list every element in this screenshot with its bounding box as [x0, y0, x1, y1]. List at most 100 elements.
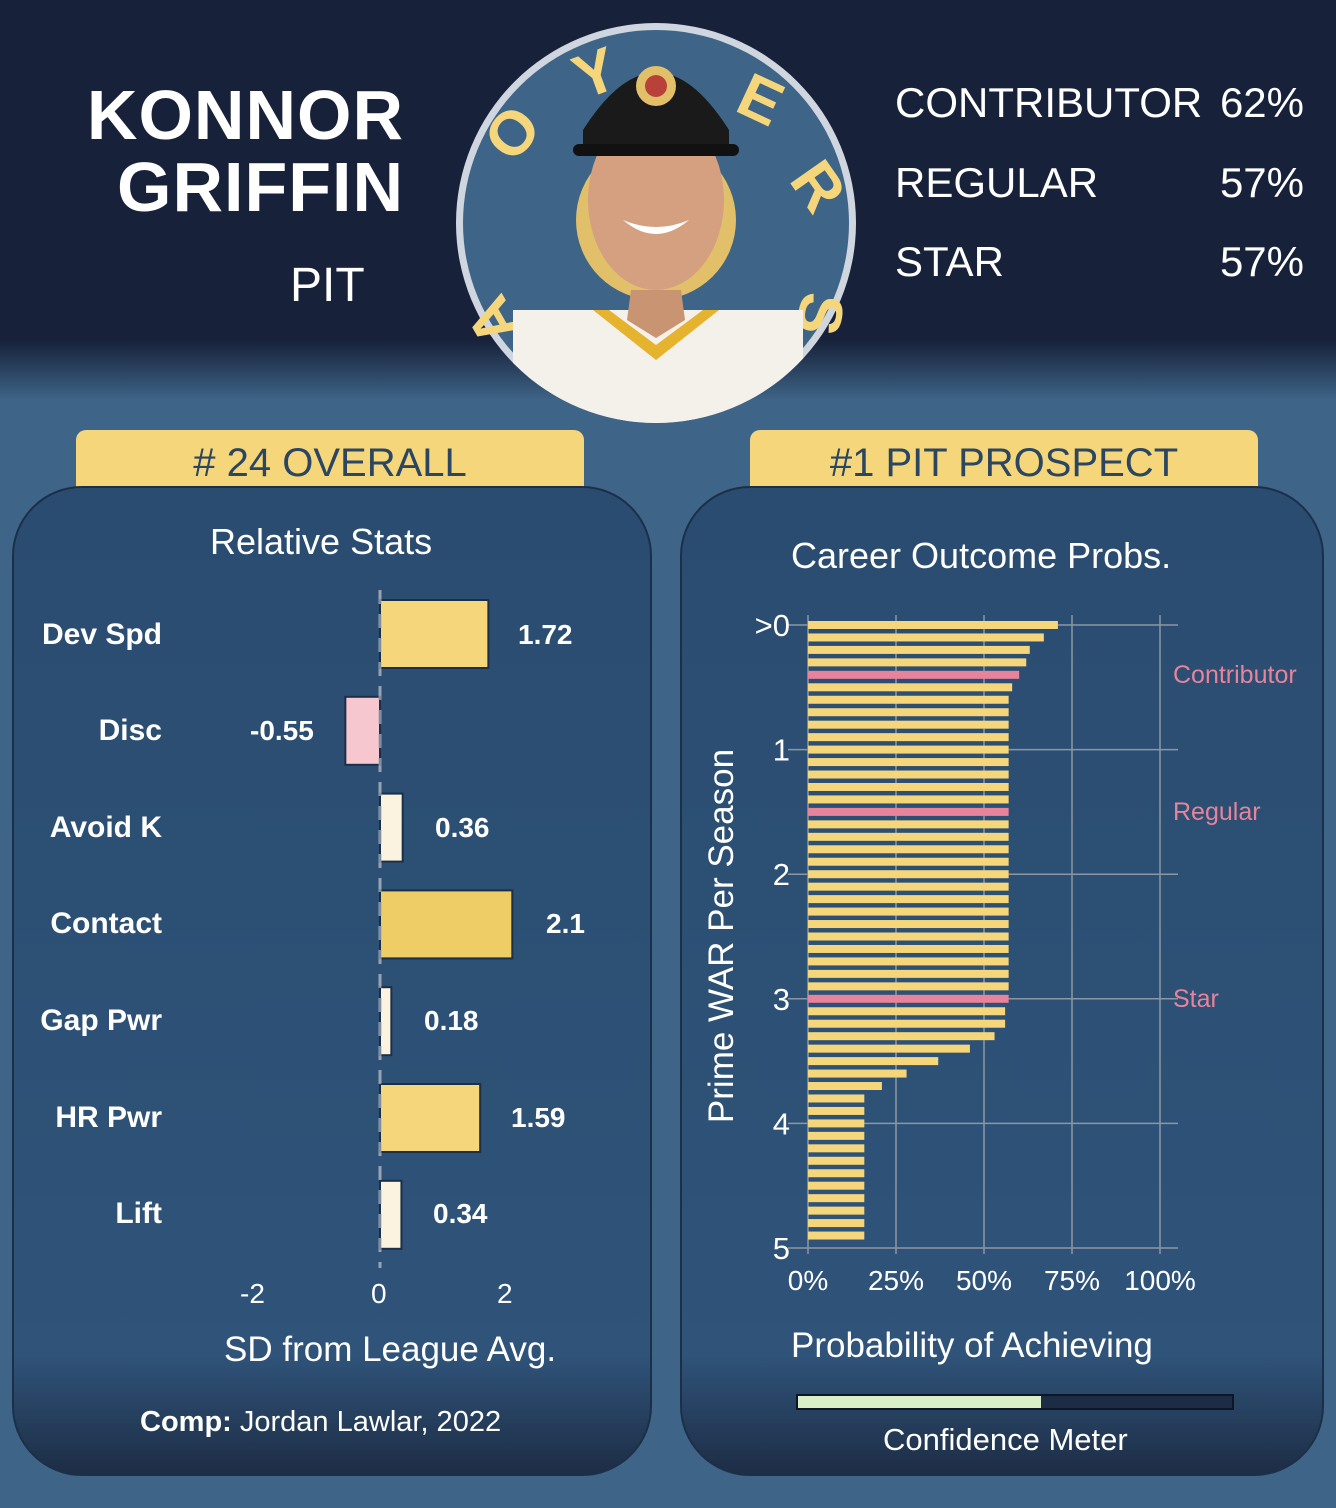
war-bar: [808, 1119, 865, 1128]
career-xtick: 0%: [788, 1265, 828, 1296]
war-bar: [808, 845, 1009, 854]
war-bar: [808, 820, 1009, 829]
war-bar: [808, 733, 1009, 742]
war-bar: [808, 1044, 970, 1053]
war-bar: [808, 932, 1009, 941]
career-xtick: 100%: [1124, 1265, 1196, 1296]
war-bar: [808, 1057, 939, 1066]
career-xtick: 75%: [1044, 1265, 1100, 1296]
war-bar: [808, 1007, 1006, 1016]
regular-value: 57%: [1219, 159, 1304, 206]
career-ytick: 1: [773, 733, 790, 768]
stat-label-disc: Disc: [98, 714, 162, 747]
war-bar: [808, 670, 1020, 679]
stats-xtick: 2: [497, 1278, 513, 1309]
career-ytick: 3: [773, 982, 790, 1017]
war-bar: [808, 1231, 865, 1240]
stats-xtick: 0: [371, 1278, 387, 1309]
stat-label-contact: Contact: [50, 907, 162, 940]
war-bar: [808, 969, 1009, 978]
stat-bar: [379, 792, 404, 863]
milestone-label: Star: [1173, 985, 1219, 1013]
war-bar: [808, 683, 1013, 692]
stat-bar: [344, 695, 382, 766]
war-bar: [808, 957, 1009, 966]
stat-value-dev-spd: 1.72: [518, 619, 573, 650]
relative-stats-xlabel: SD from League Avg.: [224, 1330, 557, 1369]
comp-line: Comp: Jordan Lawlar, 2022: [140, 1408, 501, 1437]
star-label: STAR: [895, 238, 1004, 285]
stat-label-hr-pwr: HR Pwr: [55, 1101, 162, 1134]
milestone-label: Regular: [1173, 798, 1261, 826]
war-bar: [808, 645, 1030, 654]
stat-value-gap-pwr: 0.18: [424, 1005, 479, 1036]
war-bar: [808, 770, 1009, 779]
war-bar: [808, 795, 1009, 804]
milestone-label: Contributor: [1173, 661, 1297, 689]
relative-stats-panel: [12, 486, 652, 1476]
career-ytick: 4: [773, 1106, 790, 1141]
war-bar: [808, 870, 1009, 879]
comp-label: Comp:: [140, 1406, 232, 1438]
overall-rank-tab: # 24 OVERALL: [76, 430, 584, 496]
war-bar: [808, 895, 1009, 904]
player-first-name: KONNOR: [86, 76, 404, 154]
war-bar: [808, 1181, 865, 1190]
career-outcomes-xlabel: Probability of Achieving: [791, 1326, 1153, 1365]
career-ytick: 2: [773, 857, 790, 892]
war-bar: [808, 1206, 865, 1215]
war-bar: [808, 782, 1009, 791]
confidence-meter-fill: [798, 1396, 1042, 1408]
regular-label: REGULAR: [895, 159, 1099, 206]
stat-bar: [379, 599, 490, 669]
war-bar: [808, 920, 1009, 929]
player-team: PIT: [290, 259, 365, 312]
war-bar: [808, 807, 1009, 816]
war-bar: [808, 1106, 865, 1115]
stat-bar: [379, 986, 393, 1057]
war-bar: [808, 1156, 865, 1165]
career-outcomes-panel: [680, 486, 1324, 1476]
war-bar: [808, 994, 1009, 1003]
war-bar: [808, 658, 1027, 667]
war-bar: [808, 1194, 865, 1203]
confidence-meter-label: Confidence Meter: [883, 1422, 1128, 1457]
confidence-meter: [796, 1394, 1234, 1410]
contributor-label: CONTRIBUTOR: [895, 79, 1203, 126]
war-bar: [808, 1144, 865, 1153]
stat-label-dev-spd: Dev Spd: [41, 618, 162, 651]
war-bar: [808, 944, 1009, 953]
war-bar: [808, 1032, 995, 1041]
career-xtick: 25%: [868, 1265, 924, 1296]
stat-value-avoid-k: 0.36: [435, 812, 490, 843]
career-outcomes-title: Career Outcome Probs.: [791, 535, 1172, 576]
war-bar: [808, 832, 1009, 841]
war-bar: [808, 695, 1009, 704]
career-ytick: >0: [755, 608, 790, 643]
war-bar: [808, 882, 1009, 891]
career-ylabel: Prime WAR Per Season: [702, 749, 741, 1123]
war-bar: [808, 1169, 865, 1178]
stat-value-lift: 0.34: [433, 1198, 488, 1229]
war-bar: [808, 708, 1009, 717]
stat-bar: [379, 889, 514, 960]
relative-stats-title: Relative Stats: [210, 521, 433, 562]
stat-value-hr-pwr: 1.59: [511, 1102, 566, 1133]
war-bar: [808, 1131, 865, 1140]
stat-label-avoid-k: Avoid K: [49, 811, 162, 844]
comp-value: Jordan Lawlar, 2022: [239, 1406, 502, 1438]
war-bar: [808, 982, 1009, 991]
player-badge: O Y E R S A: [453, 23, 859, 423]
stats-xtick: -2: [240, 1278, 265, 1309]
career-xtick: 50%: [956, 1265, 1012, 1296]
player-last-name: GRIFFIN: [117, 148, 404, 226]
career-ytick: 5: [773, 1231, 790, 1266]
stat-bar: [379, 1083, 482, 1153]
team-rank-tab: #1 PIT PROSPECT: [750, 430, 1258, 496]
war-bar: [808, 720, 1009, 729]
war-bar: [808, 633, 1044, 642]
stat-value-disc: -0.55: [250, 715, 314, 746]
star-value: 57%: [1219, 238, 1304, 285]
war-bar: [808, 1094, 865, 1103]
